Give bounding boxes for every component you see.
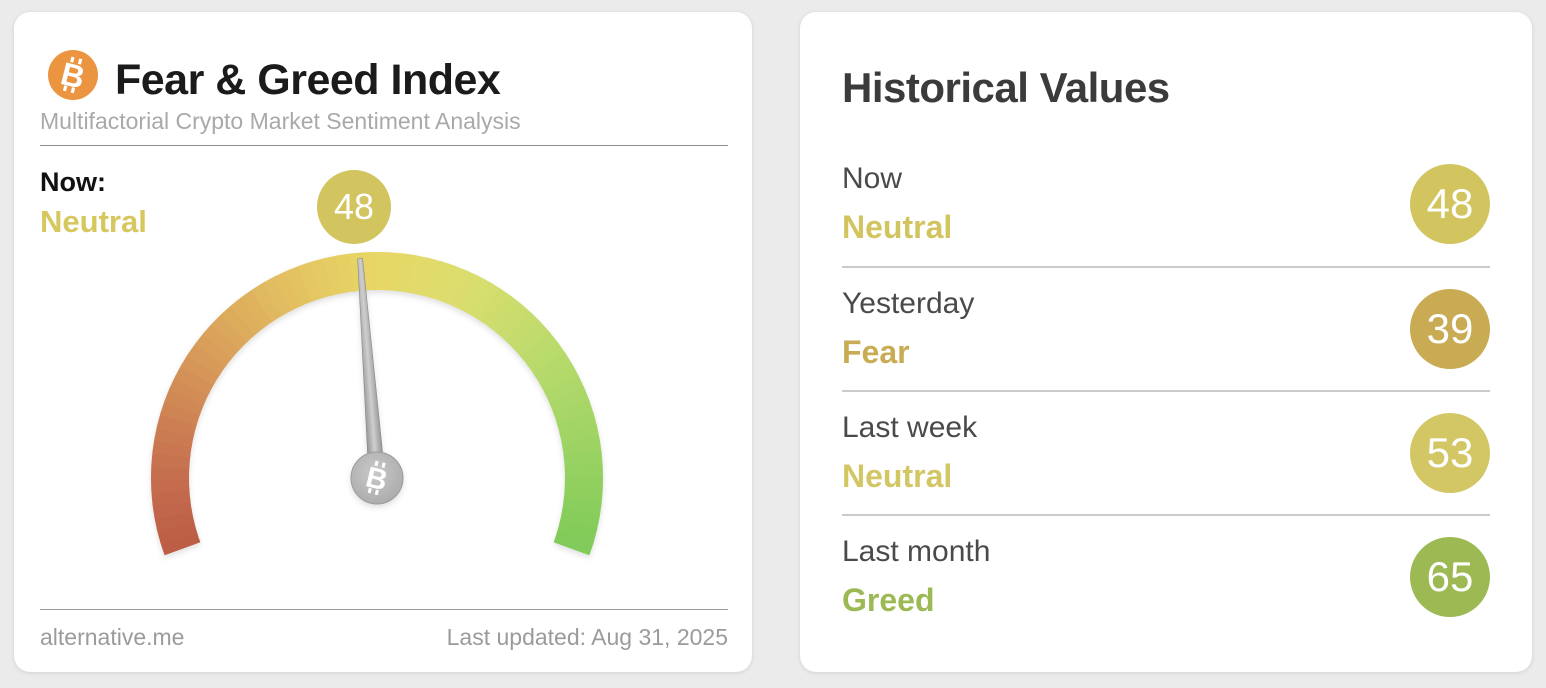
historical-values-card: Historical Values Now Neutral 48 Yesterd… (800, 12, 1532, 672)
row-value-badge: 65 (1410, 537, 1490, 617)
row-classification: Neutral (842, 209, 953, 245)
history-row-now: Now Neutral 48 (842, 142, 1490, 266)
row-value-badge: 48 (1410, 164, 1490, 244)
row-label: Last week (842, 411, 978, 444)
fear-greed-gauge: B (151, 252, 603, 556)
now-classification: Neutral (40, 204, 147, 239)
header-divider (40, 145, 728, 146)
row-classification: Neutral (842, 458, 953, 494)
row-classification: Greed (842, 582, 935, 618)
fear-greed-title: Fear & Greed Index (115, 56, 501, 104)
now-label: Now: (40, 167, 106, 197)
fear-greed-index-card: B Fear & Greed Index Multifactorial Cryp… (14, 12, 752, 672)
gauge-value-badge: 48 (317, 170, 391, 244)
row-classification: Fear (842, 334, 910, 370)
row-label: Now (842, 162, 903, 195)
row-value-badge: 53 (1410, 413, 1490, 493)
fear-greed-subtitle: Multifactorial Crypto Market Sentiment A… (40, 108, 521, 134)
history-row-yesterday: Yesterday Fear 39 (842, 266, 1490, 390)
history-row-last-week: Last week Neutral 53 (842, 390, 1490, 514)
row-value-badge: 39 (1410, 289, 1490, 369)
gauge-arc (151, 252, 603, 556)
source-link[interactable]: alternative.me (40, 624, 185, 650)
row-label: Yesterday (842, 287, 975, 320)
row-label: Last month (842, 535, 991, 568)
bitcoin-logo-icon: B (48, 50, 98, 100)
history-row-last-month: Last month Greed 65 (842, 514, 1490, 638)
footer-divider (40, 609, 728, 610)
last-updated-text: Last updated: Aug 31, 2025 (446, 624, 728, 650)
historical-values-title: Historical Values (842, 64, 1170, 111)
gauge-hub: B (350, 451, 404, 505)
historical-rows: Now Neutral 48 Yesterday Fear 39 Last we… (842, 142, 1490, 638)
